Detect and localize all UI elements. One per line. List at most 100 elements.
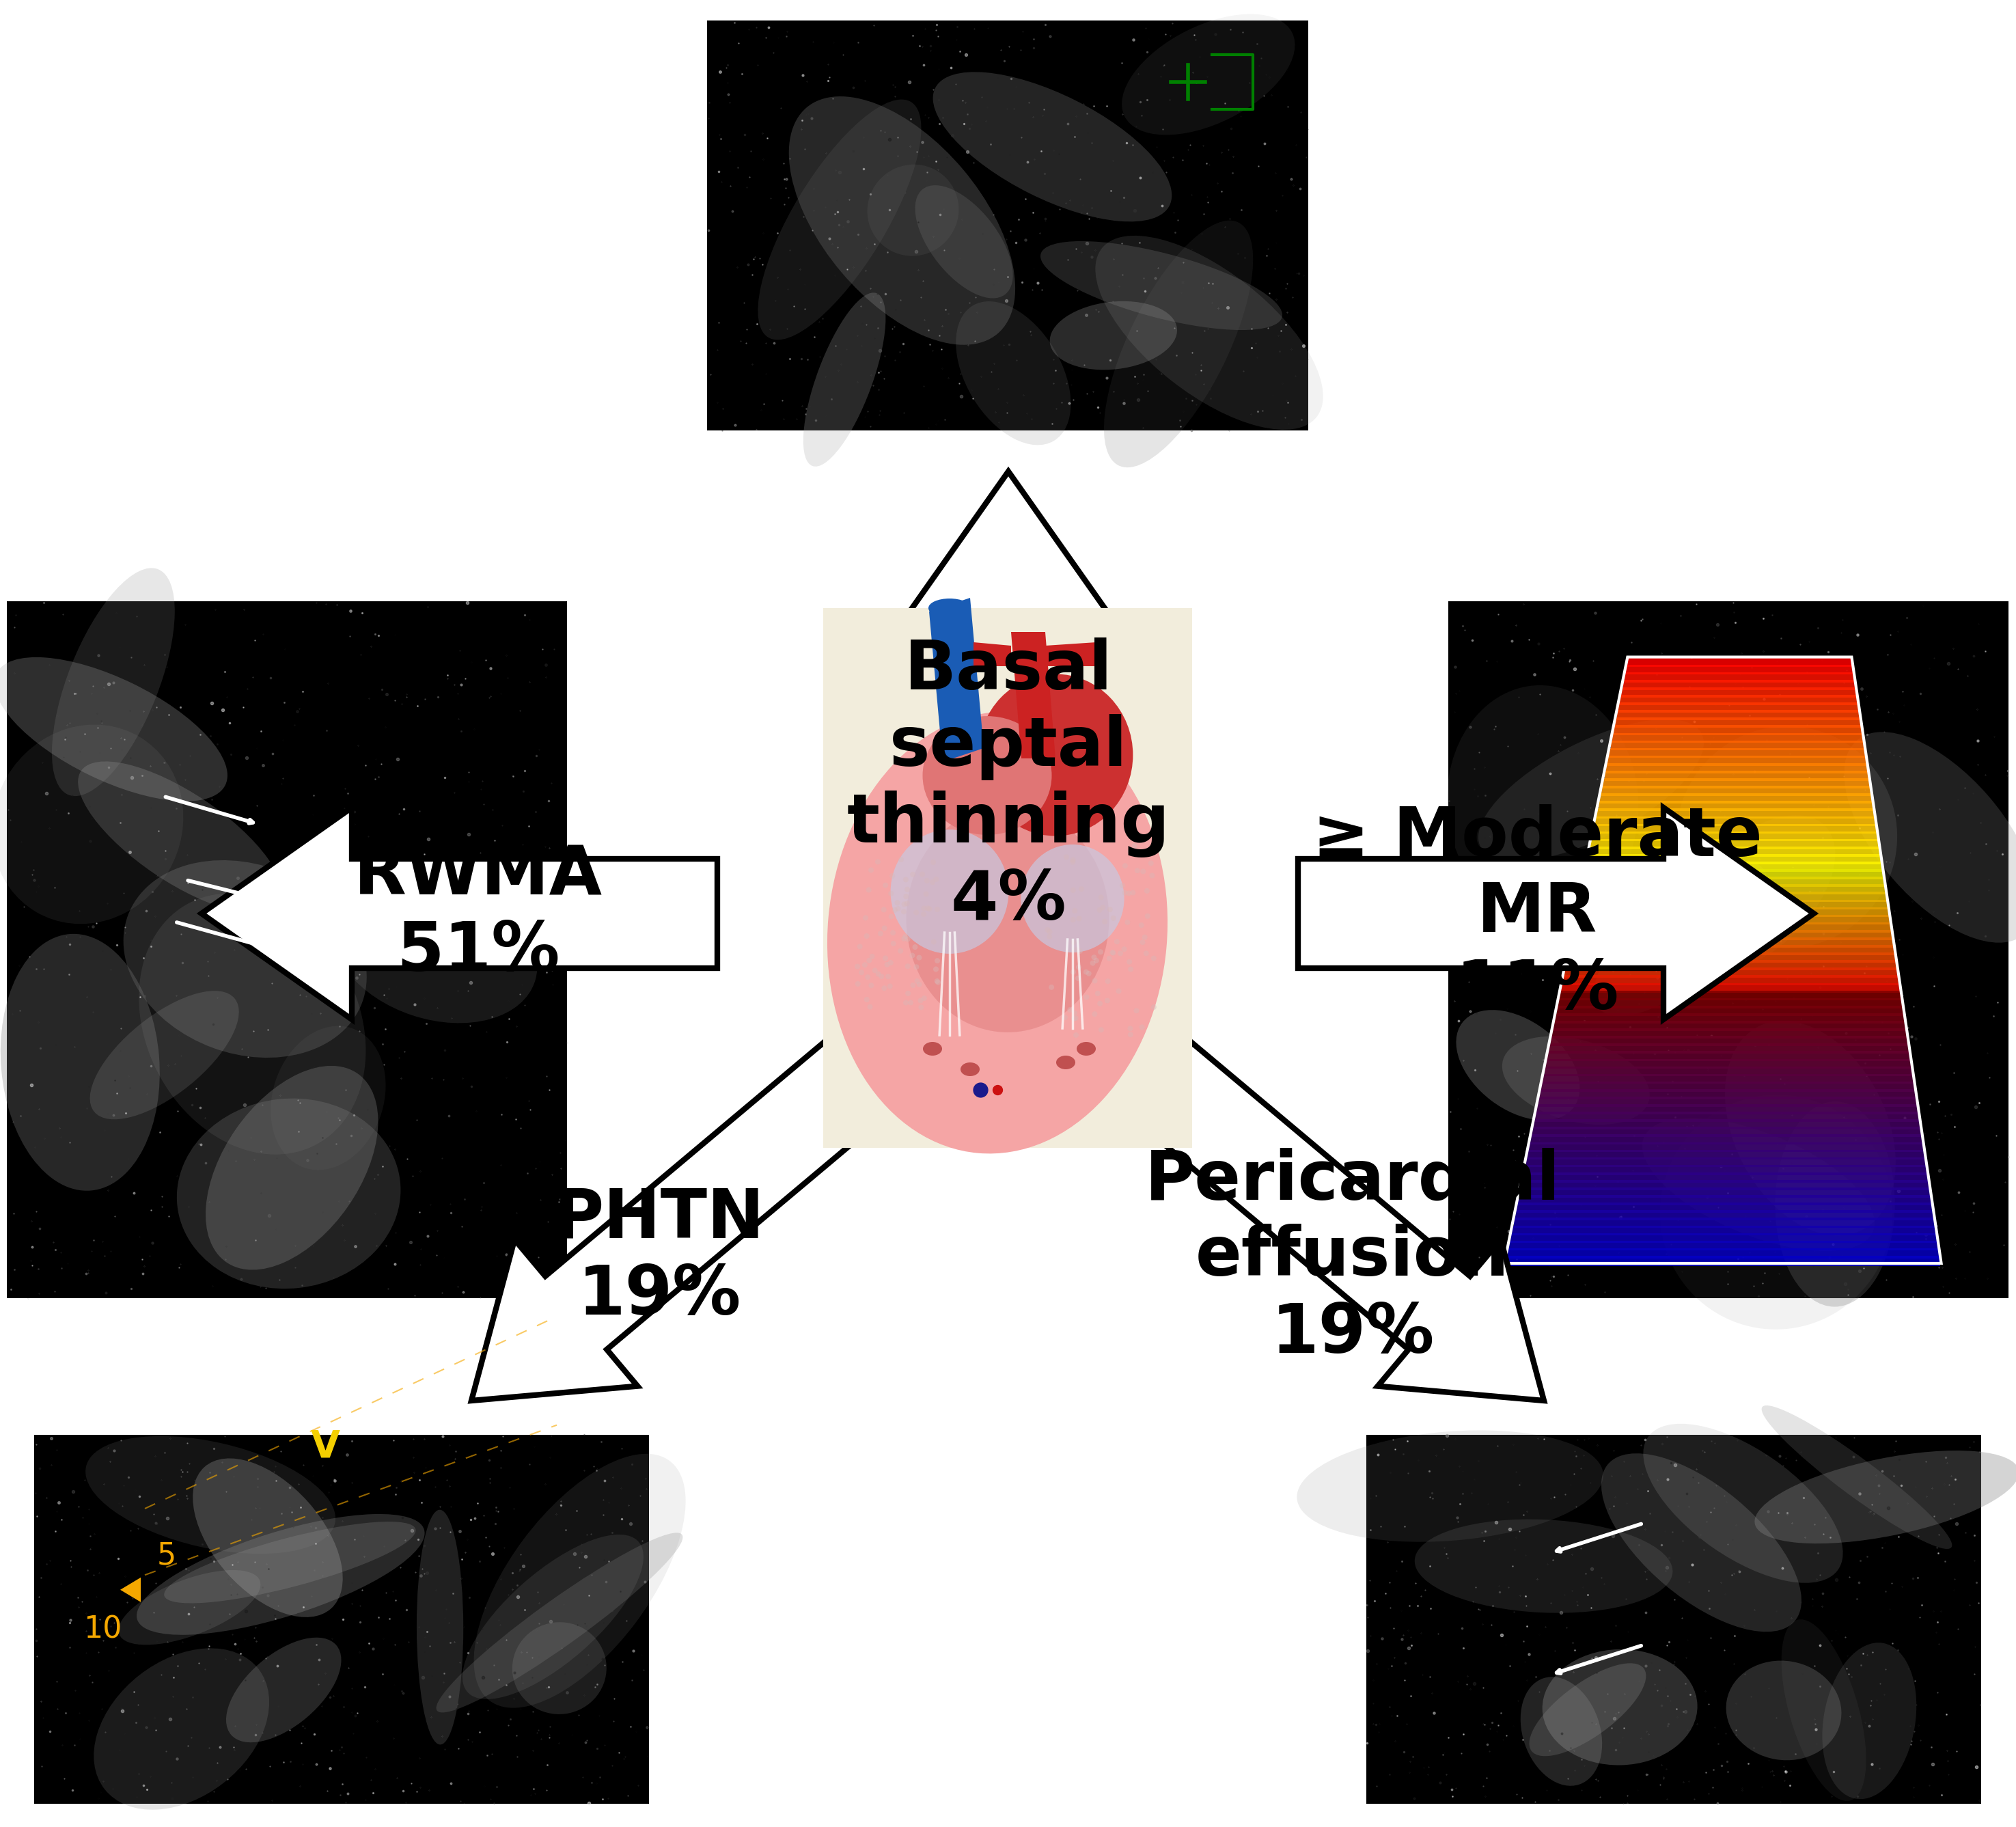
Ellipse shape [875, 972, 881, 977]
Ellipse shape [1151, 956, 1157, 961]
Ellipse shape [891, 941, 895, 946]
Ellipse shape [1129, 966, 1133, 972]
Ellipse shape [1139, 923, 1145, 928]
Ellipse shape [1020, 844, 1125, 952]
Bar [1619, 703, 1859, 713]
Ellipse shape [855, 981, 861, 987]
Ellipse shape [1141, 934, 1147, 939]
Ellipse shape [758, 99, 921, 340]
Ellipse shape [226, 1637, 341, 1743]
Bar [1518, 1195, 1931, 1206]
Ellipse shape [1075, 976, 1081, 981]
Ellipse shape [1127, 850, 1133, 855]
Ellipse shape [1070, 888, 1077, 893]
Bar [1544, 1067, 1911, 1076]
Ellipse shape [859, 970, 865, 976]
Ellipse shape [137, 1515, 425, 1635]
Ellipse shape [1149, 861, 1153, 866]
Ellipse shape [877, 932, 883, 937]
Ellipse shape [909, 952, 915, 957]
Ellipse shape [921, 912, 927, 917]
Ellipse shape [91, 990, 240, 1120]
Ellipse shape [1139, 1025, 1145, 1030]
Ellipse shape [1070, 1016, 1077, 1021]
Ellipse shape [462, 1535, 643, 1699]
Ellipse shape [1077, 1041, 1097, 1056]
Bar [1599, 800, 1873, 811]
Bar [1560, 990, 1901, 1001]
Bar [1536, 1104, 1917, 1114]
Ellipse shape [1050, 301, 1177, 369]
Bar [1595, 817, 1875, 826]
Bar [1532, 1127, 1921, 1136]
Ellipse shape [1520, 1677, 1603, 1785]
Ellipse shape [1064, 855, 1068, 861]
Ellipse shape [1070, 939, 1077, 945]
Ellipse shape [1075, 946, 1079, 952]
Ellipse shape [865, 934, 869, 939]
Ellipse shape [95, 1648, 270, 1811]
Ellipse shape [1145, 914, 1151, 919]
Ellipse shape [899, 857, 903, 862]
Ellipse shape [788, 97, 1016, 345]
Ellipse shape [907, 806, 1109, 1032]
Ellipse shape [1077, 965, 1081, 970]
Ellipse shape [913, 910, 919, 915]
Ellipse shape [1105, 998, 1111, 1003]
Ellipse shape [1091, 956, 1097, 959]
Ellipse shape [867, 164, 960, 256]
Ellipse shape [1726, 1661, 1841, 1759]
Ellipse shape [1099, 950, 1103, 956]
Ellipse shape [1077, 948, 1083, 954]
Ellipse shape [901, 910, 907, 915]
Text: 5: 5 [157, 1540, 177, 1569]
Bar [1538, 1096, 1917, 1107]
Ellipse shape [917, 998, 923, 1003]
Ellipse shape [1056, 914, 1062, 919]
Ellipse shape [855, 965, 861, 968]
Ellipse shape [1659, 1094, 1893, 1330]
Bar [1627, 665, 1853, 674]
Bar [1514, 1219, 1935, 1228]
Ellipse shape [891, 930, 895, 935]
Polygon shape [903, 471, 1115, 1060]
Ellipse shape [867, 1005, 873, 1010]
Ellipse shape [903, 893, 909, 899]
Ellipse shape [206, 1065, 379, 1270]
Ellipse shape [1103, 919, 1107, 924]
Bar [1516, 1202, 1931, 1213]
Ellipse shape [1054, 895, 1060, 901]
Ellipse shape [1135, 868, 1139, 873]
Ellipse shape [177, 1098, 401, 1288]
Ellipse shape [905, 990, 911, 996]
Ellipse shape [1111, 915, 1117, 921]
Bar [1558, 998, 1901, 1009]
Ellipse shape [139, 893, 365, 1155]
Ellipse shape [1083, 970, 1089, 976]
Ellipse shape [1097, 1001, 1103, 1007]
Bar [1583, 877, 1885, 886]
Bar [1560, 983, 1899, 994]
Polygon shape [1044, 643, 1097, 667]
Ellipse shape [933, 979, 939, 985]
Bar [1516, 1209, 1933, 1220]
Ellipse shape [1093, 977, 1097, 983]
Bar [1548, 1043, 1909, 1054]
Ellipse shape [85, 1436, 335, 1553]
Ellipse shape [1123, 862, 1127, 868]
Ellipse shape [1107, 956, 1113, 961]
Ellipse shape [921, 906, 927, 912]
Bar [1574, 915, 1889, 924]
Ellipse shape [889, 914, 893, 919]
Bar [1524, 1166, 1927, 1175]
Ellipse shape [1776, 1102, 1895, 1306]
Ellipse shape [1115, 939, 1119, 945]
Bar [1605, 771, 1869, 780]
Ellipse shape [0, 658, 228, 802]
Bar [1568, 945, 1895, 956]
Ellipse shape [887, 983, 893, 988]
Ellipse shape [1117, 988, 1121, 994]
Ellipse shape [1050, 892, 1056, 897]
Ellipse shape [885, 974, 891, 979]
Ellipse shape [1095, 990, 1101, 996]
